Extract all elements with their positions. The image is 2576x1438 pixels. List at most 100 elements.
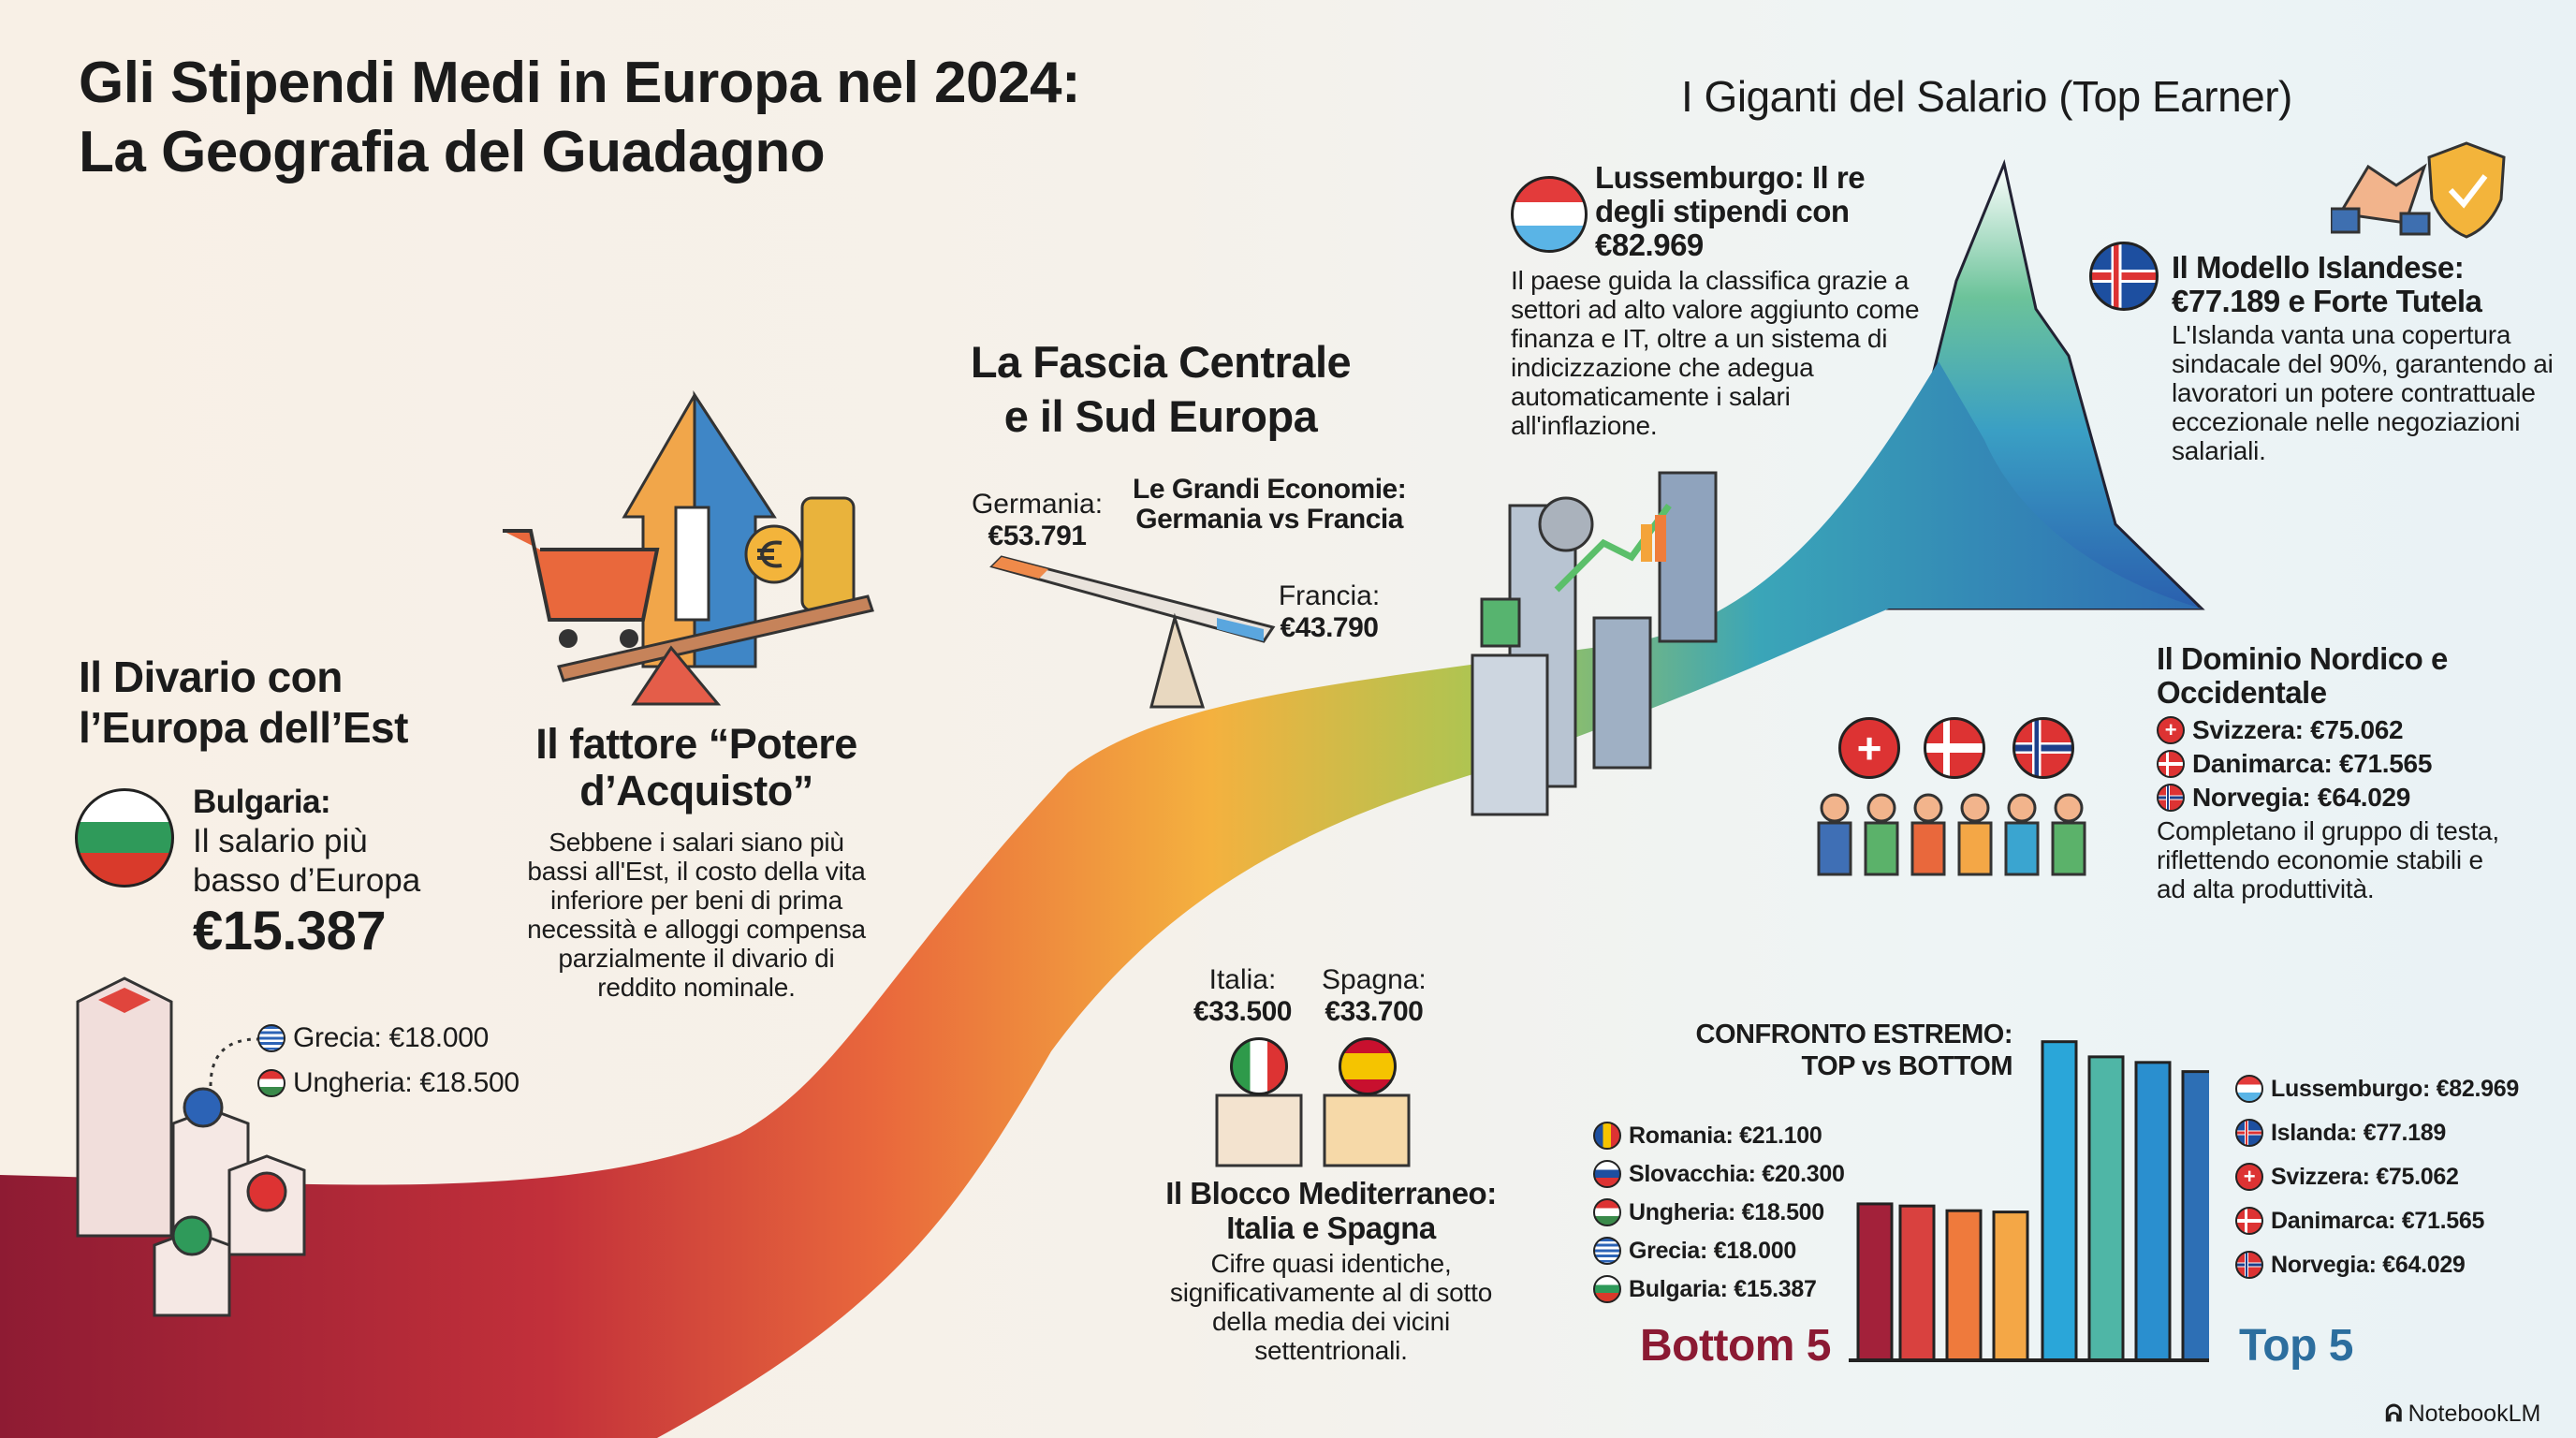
iceland-heading-1: Il Modello Islandese: (2172, 250, 2465, 285)
mediterranean-block: Il Blocco Mediterraneo: Italia e Spagna … (1144, 1176, 1518, 1365)
purchasing-power-block: Il fattore “Potere d’Acquisto” Sebbene i… (490, 720, 902, 1003)
luxembourg-flag-icon (1511, 176, 1588, 253)
legend-item-iceland: Islanda: €77.189 (2235, 1119, 2446, 1147)
spain-name: Spagna: (1322, 964, 1427, 995)
legend-label: Ungheria: €18.500 (1629, 1198, 1824, 1225)
east-gap-heading: Il Divario con l’Europa dell’Est (79, 652, 408, 753)
italy-spain-cubes-icon (1215, 1093, 1411, 1167)
mediterranean-body: Cifre quasi identiche, significativament… (1169, 1249, 1493, 1365)
road-shape (0, 361, 2202, 1438)
bulgaria-value: €15.387 (193, 901, 387, 961)
east-gap-heading-2: l’Europa dell’Est (79, 703, 408, 752)
big-economies-1: Le Grandi Economie: (1133, 474, 1407, 505)
title-line-2: La Geografia del Guadagno (79, 120, 826, 184)
denmark-flag-icon (2235, 1207, 2263, 1235)
hungary-item: Ungheria: €18.500 (257, 1067, 520, 1099)
legend-item-hungary: Ungheria: €18.500 (1593, 1198, 1824, 1226)
branding-label: NotebookLM (2408, 1401, 2541, 1427)
hungary-flag-icon (257, 1069, 285, 1097)
notebooklm-branding: ᕱ NotebookLM (2385, 1401, 2540, 1428)
italy-label: Italia: €33.500 (1193, 964, 1292, 1028)
bulgaria-flag-icon (75, 788, 174, 888)
denmark-flag-icon (2157, 750, 2185, 778)
denmark-flag-icon (1924, 717, 1985, 779)
nordic-heading: Il Dominio Nordico e Occidentale (2157, 641, 2448, 710)
greece-flag-icon (257, 1024, 285, 1052)
france-value: €43.790 (1280, 612, 1379, 643)
italy-value: €33.500 (1193, 996, 1292, 1027)
bar-ungheria (1945, 1209, 1983, 1362)
bulgaria-name: Bulgaria: (193, 784, 331, 820)
chart-title-2: TOP vs BOTTOM (1801, 1051, 2012, 1081)
spain-flag-icon (1339, 1037, 1397, 1095)
chart-title: CONFRONTO ESTREMO: TOP vs BOTTOM (1591, 1019, 2013, 1082)
iceland-flag-icon (2089, 242, 2159, 311)
romania-flag-icon (1593, 1122, 1621, 1150)
mediterranean-heading-2: Italia e Spagna (1226, 1211, 1436, 1245)
spain-value: €33.700 (1325, 996, 1424, 1027)
nordic-item-label: Danimarca: €71.565 (2192, 749, 2433, 778)
hungary-flag-icon (1593, 1198, 1621, 1226)
nordic-item-norway: Norvegia: €64.029 (2157, 783, 2550, 813)
legend-item-luxembourg: Lussemburgo: €82.969 (2235, 1075, 2519, 1103)
legend-item-romania: Romania: €21.100 (1593, 1122, 1822, 1150)
greece-flag-icon (1593, 1237, 1621, 1265)
bottom5-label: Bottom 5 (1640, 1321, 1831, 1371)
iceland-heading-2: €77.189 e Forte Tutela (2172, 284, 2482, 318)
france-name: Francia: (1278, 580, 1381, 611)
hungary-label: Ungheria: €18.500 (293, 1067, 520, 1098)
iceland-body: L'Islanda vanta una copertura sindacale … (2172, 320, 2554, 465)
bar-grecia (1992, 1211, 2029, 1362)
norway-flag-icon (2235, 1251, 2263, 1279)
workers-group-icon (1817, 793, 2086, 876)
chart-title-1: CONFRONTO ESTREMO: (1695, 1020, 2013, 1049)
legend-label: Danimarca: €71.565 (2271, 1207, 2485, 1234)
spain-label: Spagna: €33.700 (1322, 964, 1427, 1028)
norway-flag-icon (2012, 717, 2074, 779)
france-label: Francia: €43.790 (1254, 580, 1404, 644)
seesaw-icon (989, 555, 1276, 709)
luxembourg-block: Lussemburgo: Il re degli stipendi con €8… (1511, 161, 1923, 441)
legend-label: Islanda: €77.189 (2271, 1119, 2446, 1146)
nordic-item-label: Svizzera: €75.062 (2192, 715, 2404, 744)
nordic-block: Il Dominio Nordico e Occidentale + Svizze… (2157, 642, 2550, 903)
legend-item-norway: Norvegia: €64.029 (2235, 1251, 2466, 1279)
germany-name: Germania: (971, 489, 1104, 520)
germany-label: Germania: €53.791 (962, 489, 1112, 552)
notebooklm-logo-icon: ᕱ (2385, 1401, 2403, 1427)
norway-flag-icon (2157, 784, 2185, 812)
iceland-flag-icon (2235, 1119, 2263, 1147)
legend-label: Romania: €21.100 (1629, 1122, 1822, 1149)
bar-svizzera (2134, 1061, 2172, 1362)
legend-item-slovakia: Slovacchia: €20.300 (1593, 1160, 1845, 1188)
iceland-block: Il Modello Islandese: €77.189 e Forte Tu… (2172, 251, 2570, 466)
bar-slovacchia (1898, 1204, 1936, 1362)
nordic-item-label: Norvegia: €64.029 (2192, 783, 2411, 812)
legend-item-bulgaria: Bulgaria: €15.387 (1593, 1275, 1817, 1303)
giganti-heading: I Giganti del Salario (Top Earner) (1681, 72, 2292, 121)
switzerland-flag-icon: + (1838, 717, 1900, 779)
east-gap-heading-1: Il Divario con (79, 653, 343, 701)
mediterranean-heading: Il Blocco Mediterraneo: Italia e Spagna (1144, 1176, 1518, 1245)
germany-value: €53.791 (988, 521, 1087, 551)
switzerland-flag-icon: + (2157, 716, 2185, 744)
legend-label: Norvegia: €64.029 (2271, 1251, 2466, 1278)
bulgaria-flag-icon (1593, 1275, 1621, 1303)
purchasing-power-heading-2: d’Acquisto” (579, 767, 813, 814)
nordic-body: Completano il gruppo di testa, rifletten… (2157, 816, 2499, 903)
bar-islanda (2087, 1055, 2125, 1362)
legend-label: Grecia: €18.000 (1629, 1237, 1796, 1264)
legend-label: Slovacchia: €20.300 (1629, 1160, 1845, 1187)
greece-label: Grecia: €18.000 (293, 1022, 489, 1053)
east-pillars-icon (76, 974, 306, 1317)
legend-item-greece: Grecia: €18.000 (1593, 1237, 1796, 1265)
iceland-heading: Il Modello Islandese: €77.189 e Forte Tu… (2172, 251, 2570, 318)
legend-label: Lussemburgo: €82.969 (2271, 1075, 2519, 1102)
luxembourg-flag-icon (2235, 1075, 2263, 1103)
purchasing-power-heading-1: Il fattore “Potere (535, 720, 857, 768)
title-line-1: Gli Stipendi Medi in Europa nel 2024: (79, 51, 1081, 115)
bulgaria-desc-1: Il salario più (193, 823, 368, 859)
purchasing-power-body: Sebbene i salari siano più bassi all'Est… (527, 828, 866, 1002)
bar-danimarca (2181, 1070, 2209, 1362)
nordic-item-denmark: Danimarca: €71.565 (2157, 749, 2550, 779)
